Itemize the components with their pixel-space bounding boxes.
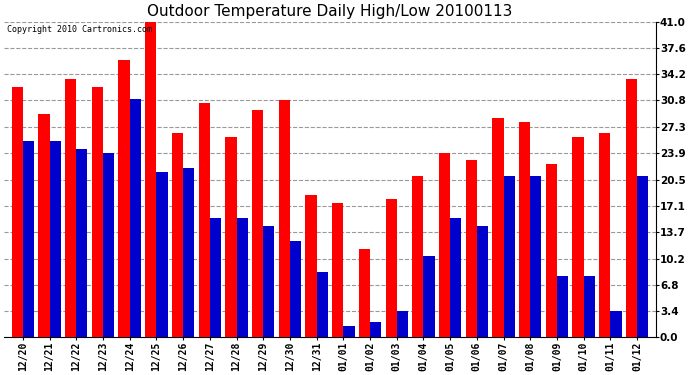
Bar <box>183 168 195 337</box>
Bar <box>611 311 622 337</box>
Bar <box>92 87 103 337</box>
Bar <box>370 322 382 337</box>
Bar <box>493 118 504 337</box>
Bar <box>477 226 488 337</box>
Bar <box>344 326 355 337</box>
Bar <box>317 272 328 337</box>
Bar <box>599 134 611 337</box>
Bar <box>103 153 115 337</box>
Bar <box>519 122 531 337</box>
Bar <box>12 87 23 337</box>
Bar <box>210 218 221 337</box>
Bar <box>119 60 130 337</box>
Bar <box>584 276 595 337</box>
Bar <box>332 202 344 337</box>
Bar <box>531 176 542 337</box>
Bar <box>397 311 408 337</box>
Bar <box>199 102 210 337</box>
Bar <box>424 256 435 337</box>
Bar <box>546 164 557 337</box>
Bar <box>626 80 637 337</box>
Bar <box>172 134 183 337</box>
Bar <box>157 172 168 337</box>
Bar <box>504 176 515 337</box>
Bar <box>290 241 301 337</box>
Bar <box>306 195 317 337</box>
Bar <box>412 176 424 337</box>
Bar <box>145 18 157 337</box>
Bar <box>226 137 237 337</box>
Title: Outdoor Temperature Daily High/Low 20100113: Outdoor Temperature Daily High/Low 20100… <box>147 4 513 19</box>
Bar <box>386 199 397 337</box>
Bar <box>439 153 450 337</box>
Bar <box>450 218 462 337</box>
Bar <box>252 110 263 337</box>
Bar <box>65 80 77 337</box>
Bar <box>279 100 290 337</box>
Bar <box>466 160 477 337</box>
Bar <box>637 176 649 337</box>
Text: Copyright 2010 Cartronics.com: Copyright 2010 Cartronics.com <box>8 25 152 34</box>
Bar <box>573 137 584 337</box>
Bar <box>557 276 568 337</box>
Bar <box>50 141 61 337</box>
Bar <box>77 149 88 337</box>
Bar <box>263 226 275 337</box>
Bar <box>130 99 141 337</box>
Bar <box>237 218 248 337</box>
Bar <box>23 141 34 337</box>
Bar <box>359 249 370 337</box>
Bar <box>39 114 50 337</box>
